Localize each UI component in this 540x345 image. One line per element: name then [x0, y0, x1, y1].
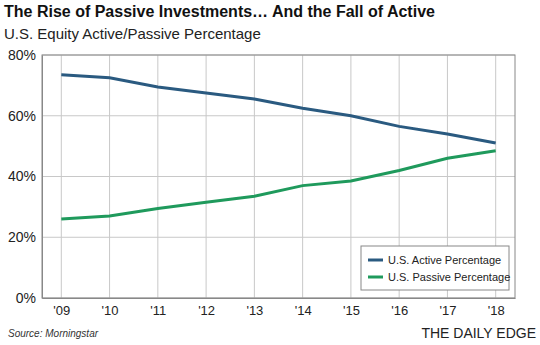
y-tick: 20%: [8, 229, 42, 245]
y-tick: 0%: [16, 290, 42, 306]
grid-line-y: [42, 176, 515, 177]
y-tick-label: 0%: [16, 290, 36, 306]
title: The Rise of Passive Investments… And the…: [4, 3, 435, 20]
source: Source: Morningstar: [8, 328, 99, 339]
x-tick: '09: [53, 298, 70, 318]
legend-label: U.S. Passive Percentage: [388, 271, 510, 283]
y-tick-label: 60%: [8, 108, 36, 124]
grid-line-x: [254, 55, 255, 298]
grid-line-y: [42, 237, 515, 238]
x-tick-label: '14: [295, 303, 312, 318]
chart: The Rise of Passive Investments… And the…: [0, 0, 540, 345]
legend-label: U.S. Active Percentage: [388, 254, 501, 266]
x-tick-label: '17: [439, 303, 456, 318]
x-tick-label: '13: [246, 303, 263, 318]
x-tick: '16: [391, 298, 408, 318]
x-tick: '17: [439, 298, 456, 318]
x-tick: '10: [102, 298, 119, 318]
subtitle: U.S. Equity Active/Passive Percentage: [4, 25, 261, 42]
legend-box: [361, 246, 509, 290]
grid-line-y: [42, 115, 515, 116]
x-tick-label: '16: [391, 303, 408, 318]
x-tick-label: '18: [488, 303, 505, 318]
x-tick: '11: [150, 298, 166, 318]
x-tick: '14: [295, 298, 312, 318]
x-tick: '18: [488, 298, 505, 318]
series-group: [61, 75, 495, 219]
grid-line-x: [302, 55, 303, 298]
y-tick-label: 20%: [8, 229, 36, 245]
x-tick-label: '11: [150, 303, 166, 318]
series-line: [61, 151, 495, 219]
y-tick-label: 40%: [8, 168, 36, 184]
grid-line-x: [350, 55, 351, 298]
y-axis-line: [42, 56, 43, 299]
plot: 0% 20% 40% 60% 80% '09 '10 '11 '12 '13 '14 '15 '16 '1…: [8, 47, 516, 318]
grid-line-x: [109, 55, 110, 298]
x-tick: '13: [246, 298, 263, 318]
legend-swatch: [368, 276, 383, 279]
x-tick-label: '15: [343, 303, 360, 318]
credit: THE DAILY EDGE: [421, 325, 536, 341]
y-tick: 40%: [8, 168, 42, 184]
y-axis: 0% 20% 40% 60% 80%: [8, 47, 43, 306]
x-axis: '09 '10 '11 '12 '13 '14 '15 '16 '17 '18: [43, 298, 516, 318]
x-tick-label: '12: [198, 303, 215, 318]
x-tick: '15: [343, 298, 360, 318]
grid-line-x: [61, 55, 62, 298]
y-tick: 60%: [8, 108, 42, 124]
x-tick-label: '09: [53, 303, 70, 318]
y-tick: 80%: [8, 47, 42, 63]
x-tick-label: '10: [102, 303, 119, 318]
grid: [42, 55, 515, 298]
legend: U.S. Active Percentage U.S. Passive Perce…: [361, 246, 510, 290]
legend-swatch: [368, 259, 383, 262]
grid-line-x: [157, 55, 158, 298]
x-tick: '12: [198, 298, 215, 318]
series-line: [61, 75, 495, 143]
x-axis-line: [43, 298, 516, 299]
y-tick-label: 80%: [8, 47, 36, 63]
plot-frame: [42, 55, 515, 298]
